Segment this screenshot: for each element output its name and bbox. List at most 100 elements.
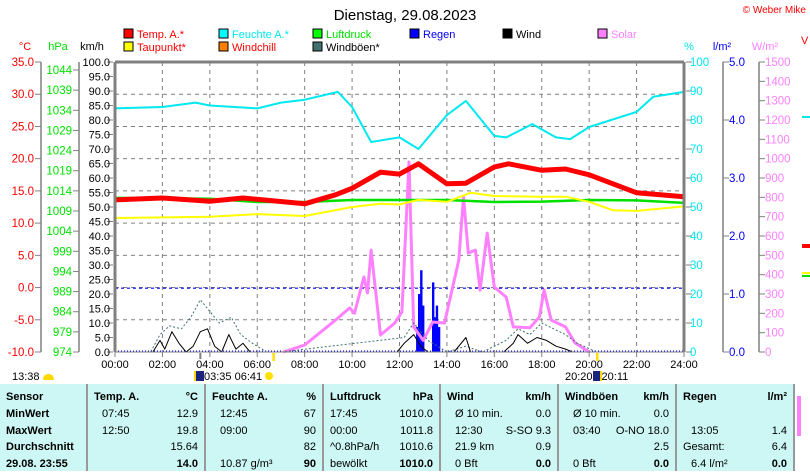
axis-tick-label-wind: 45.0 xyxy=(89,217,110,229)
table-row: 6.4 l/m² 0.0 xyxy=(677,456,793,473)
axis-tick-label-rain: 2.0 xyxy=(729,231,745,243)
table-cell: MaxWert xyxy=(6,424,52,437)
axis-tick-label-solar: 1400 xyxy=(765,76,791,88)
axis-unit-wind: km/h xyxy=(80,41,104,53)
table-row xyxy=(677,406,793,423)
axis-tick-label-wind: 0.0 xyxy=(95,347,110,359)
x-tick-label: 10:00 xyxy=(338,359,366,371)
table-row: 0 Bft 0.0 xyxy=(559,456,675,473)
stats-column-windböen: Windböen km/h Ø 10 min. 0.0 03:40 O-NO 18.0 2.… xyxy=(559,384,677,471)
axis-tick-label-solar: 600 xyxy=(765,231,784,243)
table-row: 21.9 km 0.9 xyxy=(441,439,557,456)
axis-tick-label-solar: 500 xyxy=(765,250,784,262)
table-row: 29.08. 23:55 xyxy=(0,456,86,473)
table-cell: Wind xyxy=(447,391,474,403)
axis-tick-label-pressure: 1029 xyxy=(46,125,72,137)
x-tick-label: 08:00 xyxy=(291,359,319,371)
next-panel-mark-humidity xyxy=(802,116,810,118)
table-cell: 67 xyxy=(303,408,316,420)
sun-mark xyxy=(595,353,599,361)
axis-tick-label-solar: 200 xyxy=(765,308,784,320)
table-cell: O-NO 18.0 xyxy=(615,424,669,437)
table-cell: Gesamt: xyxy=(683,441,725,453)
legend-label: Windböen* xyxy=(326,42,381,54)
axis-tick-label-temp: 10.0 xyxy=(12,218,34,230)
table-cell: 12:50 xyxy=(102,424,130,437)
table-header: Feuchte A.% xyxy=(206,389,322,406)
legend-swatch xyxy=(502,28,513,39)
table-row: 13:05 1.4 xyxy=(677,423,793,440)
table-row: 12:50 19.8 xyxy=(88,423,204,440)
x-tick-label: 18:00 xyxy=(528,359,556,371)
axis-tick-label-humidity: 50 xyxy=(690,202,703,214)
axis-tick-label-solar: 1500 xyxy=(765,57,791,69)
axis-tick-label-solar: 400 xyxy=(765,270,784,282)
axis-unit-temp: °C xyxy=(19,41,31,53)
x-tick-label: 22:00 xyxy=(623,359,651,371)
table-row: 00:00 1011.8 xyxy=(324,423,439,440)
axis-tick-label-solar: 300 xyxy=(765,289,784,301)
table-cell: 1011.8 xyxy=(400,424,433,437)
table-cell: 15.64 xyxy=(170,441,198,453)
axis-tick-label-rain: 1.0 xyxy=(729,289,745,301)
table-cell: 90 xyxy=(303,457,316,470)
axis-tick-label-pressure: 999 xyxy=(53,246,72,258)
table-row: 0 Bft 0.0 xyxy=(441,456,557,473)
axis-tick-label-wind: 35.0 xyxy=(89,246,110,258)
axis-tick-label-temp: 20.0 xyxy=(12,154,34,166)
table-header: Wind km/h xyxy=(441,389,557,406)
series-temp-a xyxy=(114,161,685,207)
series-taupunkt xyxy=(114,191,685,219)
table-cell: km/h xyxy=(525,391,551,403)
table-cell: 17:45 xyxy=(330,408,358,420)
next-panel-unit: V xyxy=(801,35,809,47)
table-cell: 19.8 xyxy=(176,424,198,437)
legend-swatch xyxy=(312,28,323,39)
axis-tick-label-rain: 5.0 xyxy=(729,57,745,69)
axis-tick-label-pressure: 994 xyxy=(53,266,73,278)
axis-tick-label-solar: 1300 xyxy=(765,96,791,108)
table-cell: 12:30 xyxy=(455,424,483,437)
axis-tick-label-wind: 20.0 xyxy=(89,289,110,301)
marker-left-time: 13:38 xyxy=(12,371,54,383)
table-cell: bewölkt xyxy=(330,457,368,470)
axis-tick-label-temp: 30.0 xyxy=(12,89,34,101)
axis-tick-label-wind: 65.0 xyxy=(89,159,110,171)
stats-column-feuchte-a: Feuchte A.% 12:45 67 09:00 90 82 10.87 g/m³ 90 xyxy=(206,384,324,471)
x-tick-label: 02:00 xyxy=(149,359,177,371)
table-cell: 90 xyxy=(303,424,316,437)
table-cell: Temp. A. xyxy=(94,391,140,403)
table-cell: Feuchte A. xyxy=(212,391,268,403)
cloud-icon xyxy=(42,374,54,380)
axes: °C -10.0 -5.0 0.0 5.0 10.0 15.0 20.0 25.0 30.0 35.… xyxy=(8,41,791,371)
axis-tick-label-wind: 70.0 xyxy=(89,144,110,156)
moonrise-icon xyxy=(592,371,602,381)
axis-tick-label-pressure: 1019 xyxy=(46,166,72,178)
sun-mark xyxy=(272,353,275,361)
table-row: Durchschnitt xyxy=(0,439,86,456)
rain-bar xyxy=(422,305,425,352)
axis-tick-label-pressure: 979 xyxy=(53,327,72,339)
axis-tick-label-solar: 1000 xyxy=(765,154,791,166)
axis-tick-label-wind: 80.0 xyxy=(89,115,110,127)
axis-tick-label-humidity: 80 xyxy=(690,115,703,127)
table-cell: 1.4 xyxy=(771,424,787,437)
moon-mark xyxy=(199,353,202,359)
axis-tick-label-temp: 0.0 xyxy=(18,283,34,295)
stats-column-luftdruck: Luftdruck hPa 17:45 1010.0 00:00 1011.8 ^0.8hP… xyxy=(324,384,441,471)
axis-tick-label-pressure: 974 xyxy=(53,347,73,359)
axis-tick-label-rain: 3.0 xyxy=(729,173,745,185)
table-cell: Ø 10 min. xyxy=(455,408,503,420)
table-cell: 14.0 xyxy=(176,457,198,470)
table-row: ^0.8hPa/h 1010.6 xyxy=(324,439,439,456)
table-row: 03:40 O-NO 18.0 xyxy=(559,423,675,440)
x-tick-label: 04:00 xyxy=(196,359,224,371)
axis-tick-label-humidity: 40 xyxy=(690,231,703,243)
moonset-icon xyxy=(194,371,204,381)
rain-bar xyxy=(435,305,439,352)
axis-tick-label-solar: 1200 xyxy=(765,115,791,127)
table-cell: Ø 10 min. xyxy=(573,408,621,420)
legend-swatch xyxy=(123,28,134,39)
legend-label: Windchill xyxy=(232,42,276,54)
axis-tick-label-temp: 35.0 xyxy=(12,57,34,69)
